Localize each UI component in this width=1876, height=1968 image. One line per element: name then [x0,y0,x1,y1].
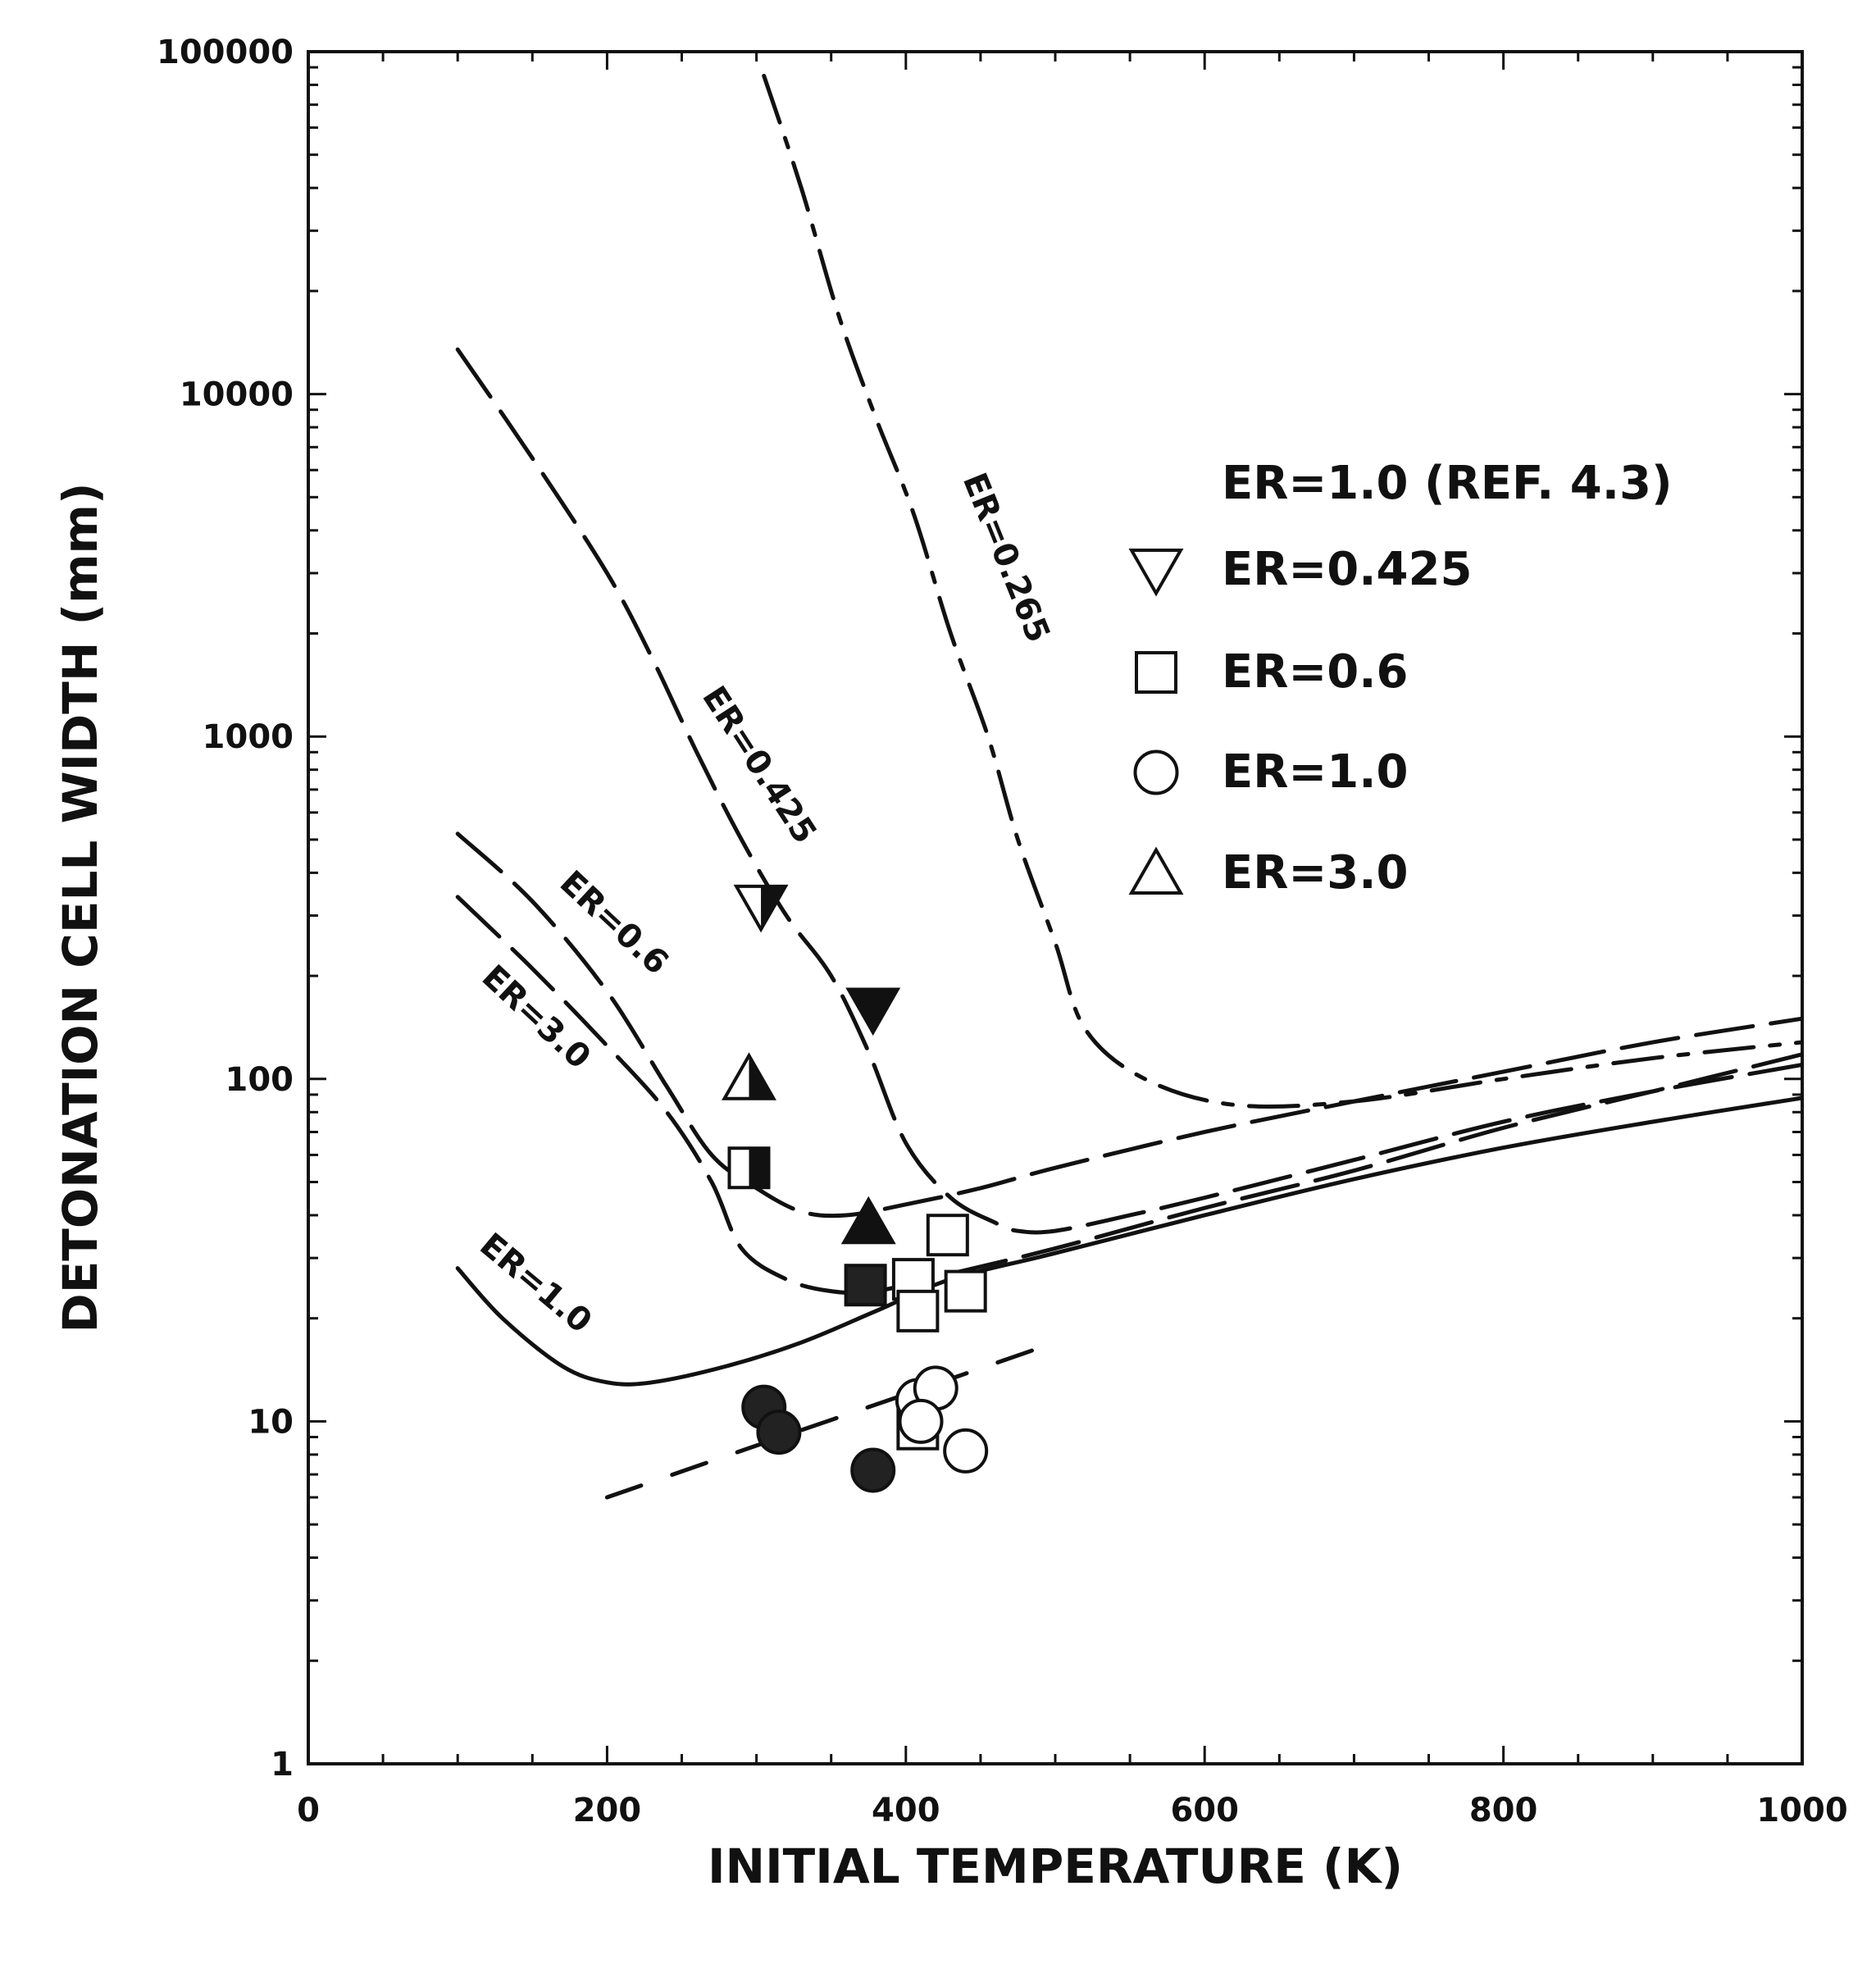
circle-marker [898,1398,944,1444]
curve-label: ER=0.6 [553,863,676,982]
curve-er-0-265 [762,73,1802,1109]
legend-entry-label: ER=1.0 [1222,745,1409,799]
square-marker [926,1214,969,1257]
legend-entry-label: ER=0.425 [1222,543,1472,596]
y-tick-label: 100000 [157,34,294,71]
square-marker [944,1269,987,1313]
circle-marker [943,1428,989,1474]
square-marker [727,1146,771,1190]
y-tick-label: 1000 [203,718,294,756]
x-tick-label: 600 [1170,1792,1239,1829]
circle-marker [850,1447,896,1493]
legend-header: ER=1.0 (REF. 4.3) [1222,457,1673,510]
x-axis-title: INITIAL TEMPERATURE (K) [708,1838,1403,1894]
legend-triangle-up-icon [1128,846,1184,895]
curve-label: ER=1.0 [472,1226,599,1341]
data-markers [722,884,989,1493]
axis-tick-labels: 1 10 100 1000 10000 100000 0 200 400 600 800 1000 [157,34,1848,1829]
plot-frame [307,50,1804,1765]
x-tick-label: 1000 [1756,1792,1847,1829]
x-tick-label: 0 [297,1792,320,1829]
curve-er-1-0 [455,1096,1802,1387]
y-tick-label: 1 [271,1746,294,1784]
legend: ER=1.0 (REF. 4.3) ER=0.425ER=0.6ER=1.0ER… [1128,457,1673,900]
legend-circle-icon [1133,749,1179,795]
y-tick-label: 10000 [180,376,294,414]
legend-triangle-down-icon [1128,549,1184,597]
x-tick-label: 400 [872,1792,940,1829]
y-axis-title: DETONATION CELL WIDTH (mm) [52,483,108,1333]
legend-entries: ER=0.425 ER=0.6 ER=1.0 ER=3.0 [1128,543,1472,900]
y-tick-label: 100 [225,1061,294,1099]
legend-square-icon [1135,651,1177,694]
legend-entry-label: ER=3.0 [1222,846,1409,900]
triangle-down-marker [733,884,789,933]
x-tick-label: 200 [573,1792,642,1829]
circle-marker [756,1410,802,1456]
axis-ticks [307,52,1804,1765]
square-marker [844,1264,887,1307]
y-tick-label: 10 [248,1403,294,1441]
triangle-up-marker [840,1196,896,1245]
triangle-down-marker [845,987,901,1036]
curve-er-0-425 [455,347,1802,1235]
x-tick-label: 800 [1469,1792,1538,1829]
square-marker [896,1289,940,1332]
triangle-up-marker [722,1052,776,1100]
curve-label: ER=0.425 [694,680,823,850]
curves [455,73,1802,1500]
curve-label: ER=0.265 [955,467,1057,648]
curve-er-0-6 [455,831,1802,1219]
legend-entry-label: ER=0.6 [1222,645,1409,699]
curve-er-1-0-ref-4-3 [604,1340,1058,1500]
